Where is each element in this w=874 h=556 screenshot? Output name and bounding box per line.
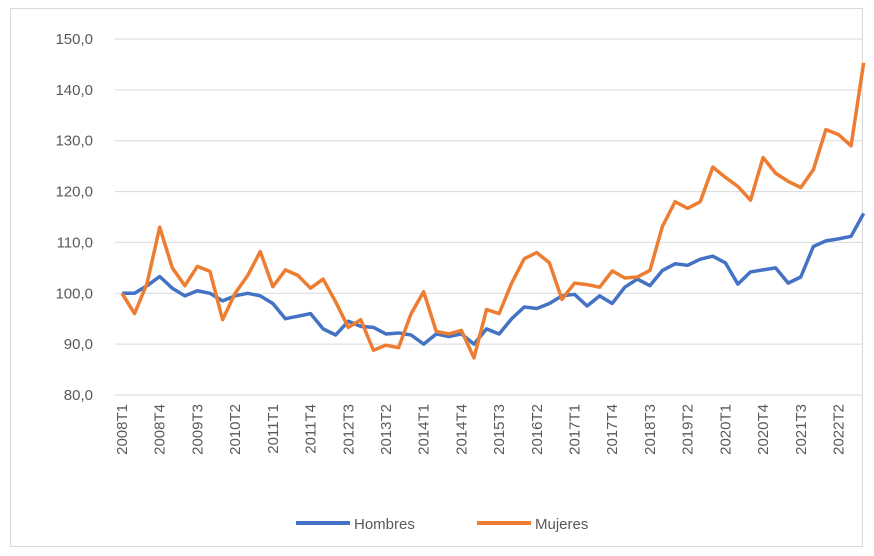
y-tick-label: 150,0	[55, 31, 93, 48]
x-tick-label: 2012T3	[340, 404, 357, 455]
x-tick-label: 2021T3	[793, 404, 810, 455]
x-tick-label: 2011T1	[265, 404, 282, 454]
x-tick-label: 2017T4	[604, 404, 621, 455]
legend-label: Mujeres	[535, 516, 588, 533]
chart-frame	[10, 8, 863, 547]
y-tick-label: 120,0	[55, 184, 93, 201]
x-tick-label: 2017T1	[567, 404, 584, 455]
x-tick-label: 2011T4	[303, 404, 320, 454]
x-tick-label: 2009T3	[189, 404, 206, 455]
x-tick-label: 2020T4	[755, 404, 772, 455]
x-tick-label: 2010T2	[227, 404, 244, 455]
x-tick-label: 2014T1	[416, 404, 433, 455]
legend-label: Hombres	[354, 516, 415, 533]
y-tick-label: 110,0	[57, 234, 93, 251]
x-tick-label: 2016T2	[529, 404, 546, 455]
y-tick-label: 100,0	[55, 285, 93, 302]
x-tick-label: 2013T2	[378, 404, 395, 455]
y-tick-label: 130,0	[55, 133, 93, 150]
series-line	[120, 62, 866, 360]
x-tick-label: 2018T3	[642, 404, 659, 455]
x-tick-label: 2008T1	[114, 404, 131, 455]
x-tick-label: 2022T2	[830, 404, 847, 455]
y-tick-label: 80,0	[64, 387, 93, 404]
x-tick-label: 2014T4	[453, 404, 470, 455]
series-line	[122, 212, 866, 346]
x-tick-label: 2019T2	[680, 404, 697, 455]
x-tick-label: 2008T4	[152, 404, 169, 455]
x-tick-label: 2015T3	[491, 404, 508, 455]
x-tick-label: 2020T1	[717, 404, 734, 455]
y-tick-label: 90,0	[64, 336, 93, 353]
y-tick-label: 140,0	[55, 82, 93, 99]
